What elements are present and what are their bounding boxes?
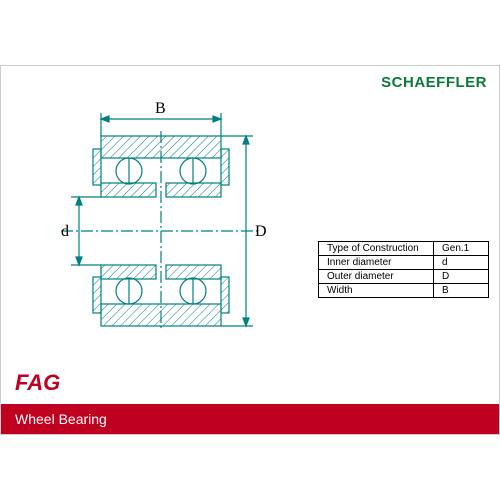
label-D: D: [255, 223, 267, 240]
table-row: Type of ConstructionGen.1: [319, 242, 489, 256]
table-row: Inner diameterd: [319, 256, 489, 270]
brand-schaeffler: SCHAEFFLER: [381, 74, 487, 91]
table-row: Outer diameterD: [319, 270, 489, 284]
table-row: WidthB: [319, 284, 489, 298]
label-B: B: [155, 101, 166, 117]
footer-text: Wheel Bearing: [15, 411, 107, 427]
product-card: SCHAEFFLER: [0, 65, 500, 435]
spec-table: Type of ConstructionGen.1 Inner diameter…: [318, 241, 489, 298]
bearing-diagram: B d D: [31, 101, 291, 336]
footer-bar: Wheel Bearing: [1, 404, 499, 434]
brand-fag: FAG: [15, 370, 60, 396]
diagram-svg: B d D: [31, 101, 291, 336]
label-d: d: [61, 223, 69, 240]
